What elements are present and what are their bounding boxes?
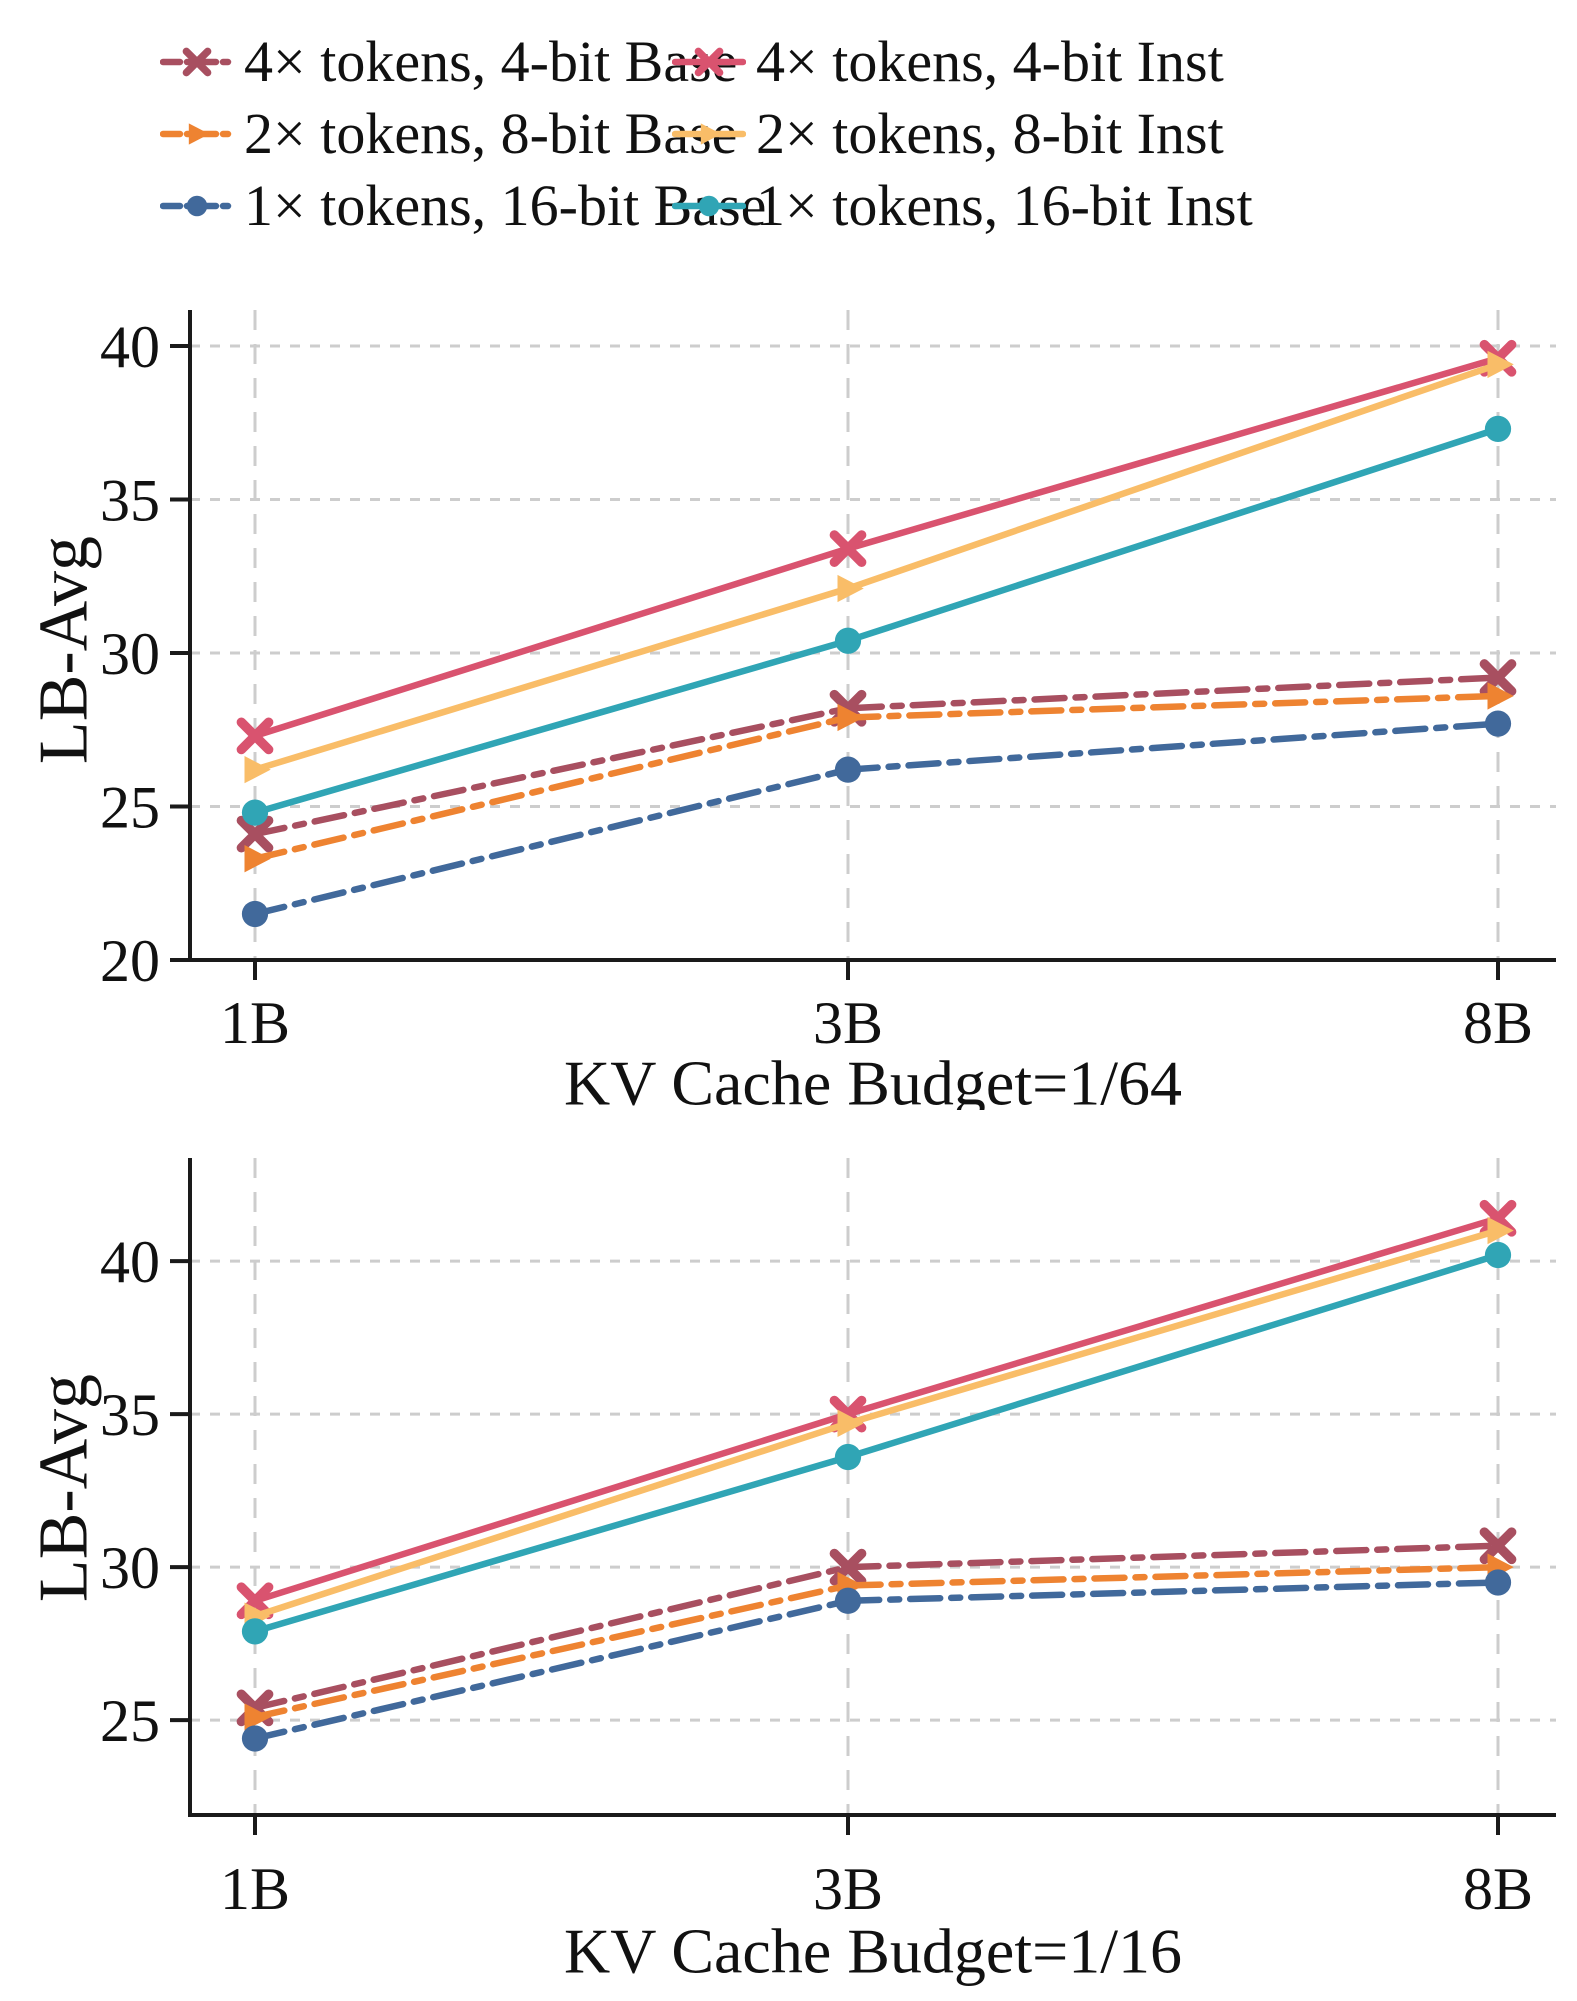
y-tick-label: 30: [100, 1535, 160, 1601]
marker-inst8: [1487, 1216, 1514, 1245]
x-tick-label: 1B: [220, 1856, 290, 1922]
triangle-marker-swatch-icon: [672, 123, 746, 145]
series-line-inst16: [251, 1251, 1502, 1635]
y-tick-label: 35: [100, 468, 160, 534]
gridlines: [190, 310, 1556, 960]
legend-marker-base8: [188, 123, 210, 145]
x-tick-label: 8B: [1463, 1856, 1533, 1922]
legend-marker-inst8: [700, 123, 722, 145]
x-tick-label: 1B: [220, 990, 290, 1056]
marker-base16: [241, 900, 269, 928]
marker-inst16: [834, 627, 862, 654]
marker-inst4: [236, 717, 274, 755]
x-tick-label: 3B: [813, 1856, 883, 1922]
legend-row: 1× tokens, 16-bit Base 1× tokens, 16-bit …: [160, 170, 1253, 242]
legend-label: 2× tokens, 8-bit Base: [244, 101, 738, 166]
x-tick-label: 3B: [813, 990, 883, 1056]
gridlines: [190, 1158, 1556, 1815]
circle-marker-swatch-icon: [160, 195, 234, 217]
legend-marker-base16: [186, 195, 208, 217]
marker-base4: [236, 815, 274, 853]
y-tick-label: 35: [100, 1382, 160, 1448]
legend-label: 1× tokens, 16-bit Inst: [756, 173, 1253, 238]
marker-base8: [837, 703, 864, 732]
marker-inst8: [837, 574, 864, 603]
legend-label: 4× tokens, 4-bit Base: [244, 29, 738, 94]
marker-inst8: [1487, 350, 1514, 379]
marker-base16: [1484, 710, 1512, 737]
x-axis-title: KV Cache Budget=1/64: [564, 1047, 1182, 1110]
x-axis-title: KV Cache Budget=1/16: [564, 1915, 1182, 1986]
triangle-marker-swatch-icon: [160, 123, 234, 145]
marker-inst16: [834, 1443, 862, 1471]
legend-item-inst16: 1× tokens, 16-bit Inst: [672, 177, 1253, 235]
marker-base16: [241, 1725, 269, 1752]
circle-marker-swatch-icon: [672, 195, 746, 217]
marker-base8: [244, 1703, 271, 1731]
marker-inst8: [244, 756, 271, 784]
marker-inst16: [1484, 415, 1512, 443]
legend-item-base16: 1× tokens, 16-bit Base: [160, 177, 766, 235]
x-marker-swatch-icon: [160, 47, 234, 77]
legend-row: 4× tokens, 4-bit Base 4× tokens, 4-bit In…: [160, 26, 1253, 98]
y-axis-label: LB-Avg: [26, 1374, 103, 1602]
marker-inst8: [837, 1409, 864, 1437]
legend-item-base8: 2× tokens, 8-bit Base: [160, 105, 737, 163]
x-tick-label: 8B: [1463, 990, 1533, 1056]
legend-item-inst4: 4× tokens, 4-bit Inst: [672, 33, 1224, 91]
y-tick-label: 25: [100, 1688, 160, 1754]
legend-row: 2× tokens, 8-bit Base 2× tokens, 8-bit In…: [160, 98, 1253, 170]
legend-item-base4: 4× tokens, 4-bit Base: [160, 33, 737, 91]
marker-base8: [1487, 682, 1514, 710]
y-tick-label: 40: [100, 314, 160, 380]
marker-inst4: [829, 530, 867, 567]
y-tick-label: 25: [100, 775, 160, 841]
marker-base16: [834, 756, 862, 783]
marker-base16: [1484, 1569, 1512, 1596]
legend-marker-inst4: [694, 47, 724, 77]
chart-kv-cache-budget-1-16: 25 30 35 40 1B 3B 8B KV Cache Budget=1/16 LB-Avg: [26, 1158, 1556, 1986]
y-tick-label: 30: [100, 621, 160, 687]
series-line-inst4: [251, 355, 1502, 740]
series-line-inst8: [251, 1227, 1502, 1620]
series-line-inst4: [251, 1215, 1502, 1605]
legend-item-inst8: 2× tokens, 8-bit Inst: [672, 105, 1224, 163]
chart-kv-cache-budget-1-64: 20 25 30 35 40 1B 3B 8B KV Cache Budget=1/64 LB-A…: [26, 310, 1556, 1110]
legend-label: 4× tokens, 4-bit Inst: [756, 29, 1224, 94]
marker-inst16: [241, 799, 269, 826]
legend-marker-inst16: [698, 195, 720, 217]
series-line-base8: [251, 692, 1502, 862]
series-line-base4: [251, 674, 1502, 838]
marker-inst16: [1484, 1241, 1512, 1269]
marker-base8: [244, 845, 271, 873]
series-line-base4: [251, 1542, 1502, 1712]
series-line-inst16: [251, 425, 1502, 816]
y-tick-label: 20: [100, 928, 160, 994]
marker-base16: [834, 1587, 862, 1614]
marker-inst16: [241, 1618, 269, 1645]
y-axis-label: LB-Avg: [26, 536, 103, 764]
x-marker-swatch-icon: [672, 47, 746, 77]
legend: 4× tokens, 4-bit Base 4× tokens, 4-bit In…: [160, 26, 1253, 242]
y-tick-label: 40: [100, 1229, 160, 1295]
series-line-base16: [251, 720, 1502, 918]
legend-marker-base4: [182, 47, 212, 77]
legend-label: 2× tokens, 8-bit Inst: [756, 101, 1224, 166]
